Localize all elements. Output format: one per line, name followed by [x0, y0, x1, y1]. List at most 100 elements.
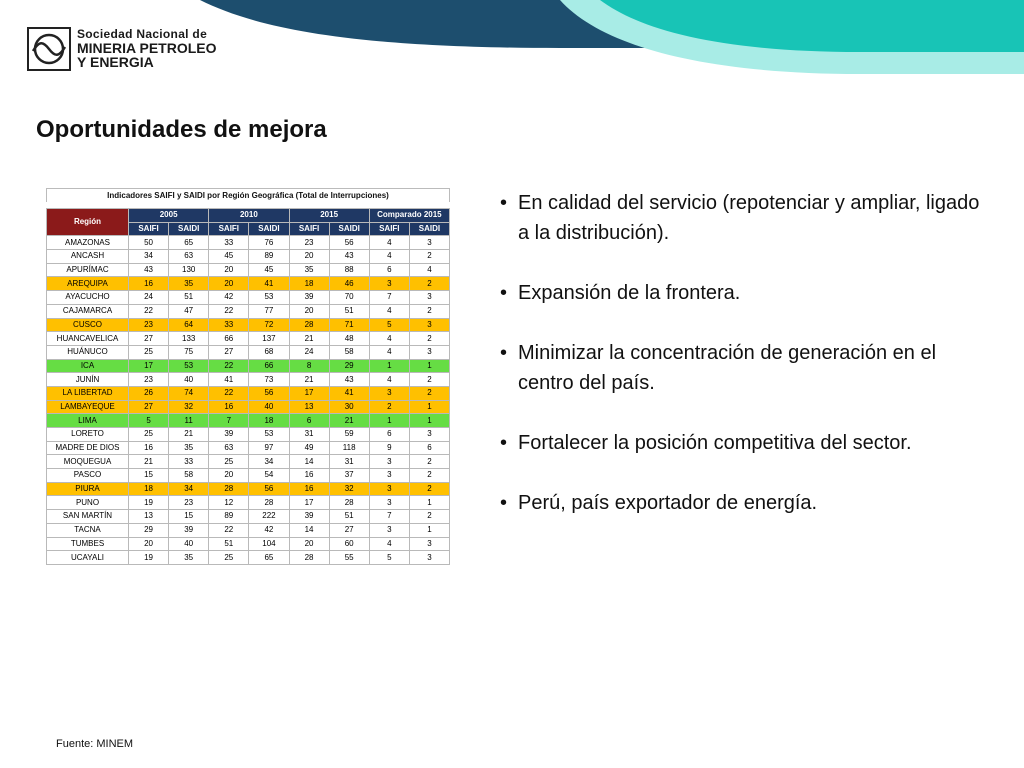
value-cell: 3: [368, 522, 410, 538]
value-cell: 2: [408, 385, 451, 401]
value-cell: 39: [288, 290, 330, 305]
bullet-text: Expansión de la frontera.: [518, 282, 741, 304]
slide-title: Oportunidades de mejora: [36, 116, 327, 143]
value-cell: 2: [408, 276, 451, 292]
region-cell: PASCO: [46, 468, 129, 483]
value-cell: 6: [368, 427, 410, 442]
group-header-comparado: Comparado 2015: [368, 208, 451, 223]
region-cell: LAMBAYEQUE: [46, 399, 129, 415]
group-header-2010: 2010: [208, 208, 290, 223]
value-cell: 26: [127, 385, 170, 401]
spacer-row: [46, 202, 450, 209]
value-cell: 33: [208, 235, 250, 251]
logo-line-3: Y ENERGIA: [77, 54, 154, 71]
region-cell: LIMA: [46, 413, 129, 428]
value-cell: 222: [248, 509, 290, 524]
value-cell: 18: [288, 276, 330, 292]
value-cell: 23: [127, 372, 170, 387]
value-cell: 3: [368, 276, 410, 292]
table-row: MADRE DE DIOS 16 35 63 97 49 118 9 6: [46, 440, 451, 456]
table-row: PIURA 18 34 28 56 16 32 3 2: [46, 481, 451, 497]
value-cell: 73: [248, 372, 290, 387]
sub-header: SAIFI: [288, 221, 330, 237]
region-cell: JUNÍN: [46, 372, 129, 387]
value-cell: 89: [208, 509, 250, 524]
value-cell: 56: [328, 235, 370, 251]
value-cell: 65: [248, 550, 290, 565]
value-cell: 3: [408, 290, 451, 305]
value-cell: 20: [208, 262, 250, 278]
value-cell: 68: [248, 344, 290, 360]
value-cell: 4: [368, 235, 410, 251]
value-cell: 9: [368, 440, 410, 456]
value-cell: 63: [208, 440, 250, 456]
group-header-2015: 2015: [288, 208, 370, 223]
value-cell: 1: [368, 413, 410, 428]
value-cell: 13: [288, 399, 330, 415]
bullet-dot-icon: •: [500, 492, 508, 514]
value-cell: 59: [328, 427, 370, 442]
header-swoosh: [200, 0, 1024, 74]
value-cell: 5: [368, 317, 410, 333]
table-row: PUNO 19 23 12 28 17 28 3 1: [46, 495, 451, 511]
value-cell: 25: [127, 344, 170, 360]
table-row: PASCO 15 58 20 54 16 37 3 2: [46, 468, 451, 483]
value-cell: 6: [368, 262, 410, 278]
sub-header: SAIDI: [328, 221, 370, 237]
value-cell: 39: [288, 509, 330, 524]
value-cell: 53: [248, 290, 290, 305]
logo-line-1: Sociedad Nacional de: [77, 27, 208, 42]
value-cell: 53: [248, 427, 290, 442]
value-cell: 16: [127, 440, 170, 456]
value-cell: 20: [208, 468, 250, 483]
value-cell: 27: [127, 331, 170, 346]
value-cell: 20: [288, 249, 330, 264]
region-cell: ANCASH: [46, 249, 129, 264]
region-cell: TACNA: [46, 522, 129, 538]
sub-header: SAIDI: [168, 221, 210, 237]
value-cell: 1: [408, 399, 451, 415]
value-cell: 70: [328, 290, 370, 305]
value-cell: 17: [288, 495, 330, 511]
group-header-row: Región 2005 2010 2015 Comparado 2015: [46, 207, 451, 237]
value-cell: 2: [408, 303, 451, 319]
value-cell: 3: [368, 454, 410, 470]
value-cell: 77: [248, 303, 290, 319]
value-cell: 42: [248, 522, 290, 538]
region-cell: AMAZONAS: [46, 235, 129, 251]
value-cell: 22: [208, 303, 250, 319]
value-cell: 13: [127, 509, 170, 524]
value-cell: 3: [408, 427, 451, 442]
value-cell: 34: [168, 481, 210, 497]
value-cell: 29: [127, 522, 170, 538]
sub-header: SAIFI: [368, 221, 410, 237]
region-cell: ICA: [46, 358, 129, 374]
bullet-text: Fortalecer la posición competitiva del s…: [518, 432, 912, 454]
value-cell: 64: [168, 317, 210, 333]
region-cell: PIURA: [46, 481, 129, 497]
value-cell: 17: [288, 385, 330, 401]
value-cell: 23: [127, 317, 170, 333]
value-cell: 7: [368, 509, 410, 524]
value-cell: 27: [208, 344, 250, 360]
value-cell: 42: [208, 290, 250, 305]
value-cell: 37: [328, 468, 370, 483]
value-cell: 41: [208, 372, 250, 387]
value-cell: 34: [248, 454, 290, 470]
region-cell: MOQUEGUA: [46, 454, 129, 470]
table-row: CAJAMARCA 22 47 22 77 20 51 4 2: [46, 303, 451, 319]
value-cell: 40: [168, 536, 210, 552]
value-cell: 63: [168, 249, 210, 264]
value-cell: 31: [288, 427, 330, 442]
value-cell: 29: [328, 358, 370, 374]
value-cell: 39: [208, 427, 250, 442]
value-cell: 55: [328, 550, 370, 565]
value-cell: 2: [368, 399, 410, 415]
value-cell: 14: [288, 522, 330, 538]
value-cell: 133: [168, 331, 210, 346]
value-cell: 20: [208, 276, 250, 292]
value-cell: 23: [288, 235, 330, 251]
value-cell: 66: [248, 358, 290, 374]
bullet-item: • Minimizar la concentración de generació…: [496, 338, 996, 398]
value-cell: 137: [248, 331, 290, 346]
